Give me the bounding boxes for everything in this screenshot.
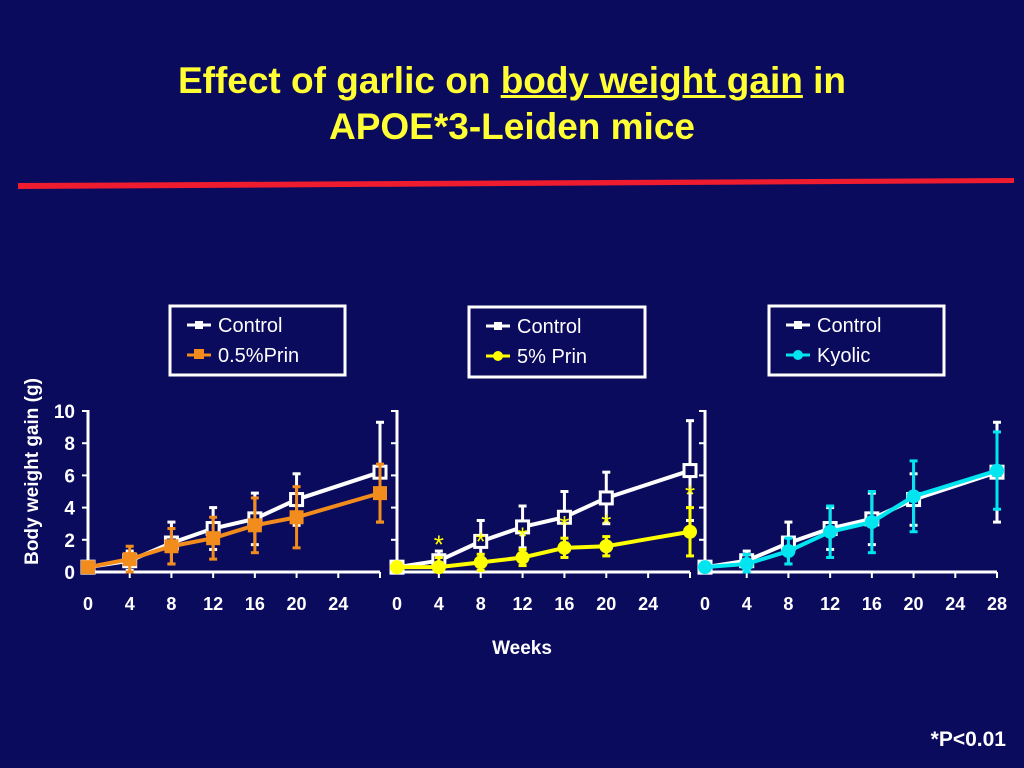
legend-label: Kyolic — [817, 345, 870, 367]
legend-label: 0.5%Prin — [218, 345, 299, 367]
x-tick-label: 24 — [638, 594, 658, 614]
data-point — [473, 533, 489, 549]
data-point — [390, 560, 404, 575]
x-tick-label: 20 — [287, 594, 307, 614]
y-axis-label: Body weight gain (g) — [22, 378, 43, 565]
series-line — [704, 468, 998, 570]
legend-1: Control 0.5%Prin — [168, 304, 347, 377]
title-divider — [18, 178, 1014, 189]
data-point — [698, 560, 712, 575]
data-point — [431, 560, 446, 575]
x-tick-label: 16 — [554, 594, 574, 614]
data-point — [599, 539, 614, 554]
data-point — [557, 540, 572, 555]
x-tick-label: 16 — [245, 594, 265, 614]
legend-label: 5% Prin — [517, 346, 587, 368]
data-point — [682, 463, 698, 479]
panel-3: 0 4 8 12 16 20 24 28 Control Kyolic — [697, 304, 1007, 614]
slide-title: Effect of garlic on body weight gain in … — [0, 58, 1024, 150]
x-tick-label: 4 — [742, 594, 752, 614]
series-control — [80, 420, 388, 575]
x-tick-label: 20 — [904, 594, 924, 614]
x-tick-label: 4 — [125, 594, 135, 614]
legend-label: Control — [517, 316, 581, 338]
footnote: *P<0.01 — [930, 728, 1006, 751]
significance-marker: * — [559, 510, 569, 540]
data-point — [373, 486, 387, 501]
legend-box — [168, 304, 347, 377]
legend-swatch-marker — [494, 322, 502, 330]
x-tick-label: 12 — [513, 594, 533, 614]
significance-marker: * — [685, 480, 695, 510]
legend-swatch-marker — [194, 349, 204, 359]
x-tick-label: 20 — [596, 594, 616, 614]
x-axis-label: Weeks — [492, 638, 552, 659]
x-tick-label: 0 — [700, 594, 710, 614]
data-point — [864, 515, 879, 530]
legend-box — [767, 304, 946, 377]
data-point — [206, 531, 221, 546]
y-tick-label: 4 — [64, 499, 75, 520]
x-tick-label: 24 — [328, 594, 348, 614]
x-tick-label: 0 — [392, 594, 402, 614]
title-text-underlined: body weight gain — [500, 60, 803, 101]
x-tick-label: 4 — [434, 594, 444, 614]
data-point — [289, 510, 304, 525]
legend-swatch-marker — [195, 321, 203, 329]
series-kyolic — [698, 430, 1004, 575]
y-tick-label: 2 — [64, 531, 75, 552]
x-tick-label: 0 — [83, 594, 93, 614]
data-point — [515, 550, 530, 565]
legend-label: Control — [218, 315, 282, 337]
legend-swatch-marker — [794, 321, 802, 329]
x-tick-label: 8 — [476, 594, 486, 614]
data-point — [473, 555, 488, 570]
panel-1: 0 4 8 12 16 20 24 Control 0.5%Prin — [80, 304, 388, 614]
x-tick-label: 12 — [203, 594, 223, 614]
data-point — [739, 556, 754, 571]
data-point — [515, 519, 531, 535]
x-tick-label: 8 — [166, 594, 176, 614]
legend-swatch-marker — [493, 351, 503, 361]
y-tick-label: 10 — [54, 402, 75, 423]
legend-box — [467, 305, 647, 379]
legend-swatch-marker — [793, 350, 803, 360]
legend-2: Control 5% Prin — [467, 305, 647, 379]
y-tick-label: 8 — [64, 434, 75, 455]
significance-marker: * — [518, 521, 528, 551]
y-tick-label: 6 — [64, 466, 75, 487]
significance-marker: * — [601, 509, 611, 539]
data-point — [122, 552, 137, 567]
legend-3: Control Kyolic — [767, 304, 946, 377]
x-tick-label: 8 — [783, 594, 793, 614]
data-point — [247, 518, 262, 533]
series-5-prin — [390, 506, 697, 575]
title-line-2: APOE*3-Leiden mice — [328, 106, 695, 147]
significance-marker: * — [476, 526, 486, 556]
panel-2: 0 4 8 12 16 20 24 * * * * * * Control 5% Prin — [389, 305, 698, 614]
series-0-5-prin — [81, 462, 387, 575]
data-point — [556, 509, 572, 525]
data-point — [683, 524, 697, 539]
data-point — [81, 560, 95, 575]
significance-marker: * — [434, 530, 444, 560]
title-text-post: in — [802, 60, 847, 101]
data-point — [990, 463, 1004, 478]
series-control — [697, 420, 1005, 575]
data-point — [823, 524, 838, 539]
data-point — [781, 544, 796, 559]
divider-bar — [18, 178, 1014, 189]
y-tick-label: 0 — [64, 563, 75, 584]
legend-label: Control — [817, 315, 881, 337]
data-point — [598, 490, 614, 506]
data-point — [164, 539, 179, 554]
x-tick-label: 24 — [945, 594, 965, 614]
data-point — [906, 489, 921, 504]
x-tick-label: 12 — [820, 594, 840, 614]
title-text-pre: Effect of garlic on — [177, 60, 501, 101]
title-line-1: Effect of garlic on body weight gain in — [0, 58, 1024, 104]
x-tick-label: 28 — [987, 594, 1007, 614]
x-tick-label: 16 — [862, 594, 882, 614]
